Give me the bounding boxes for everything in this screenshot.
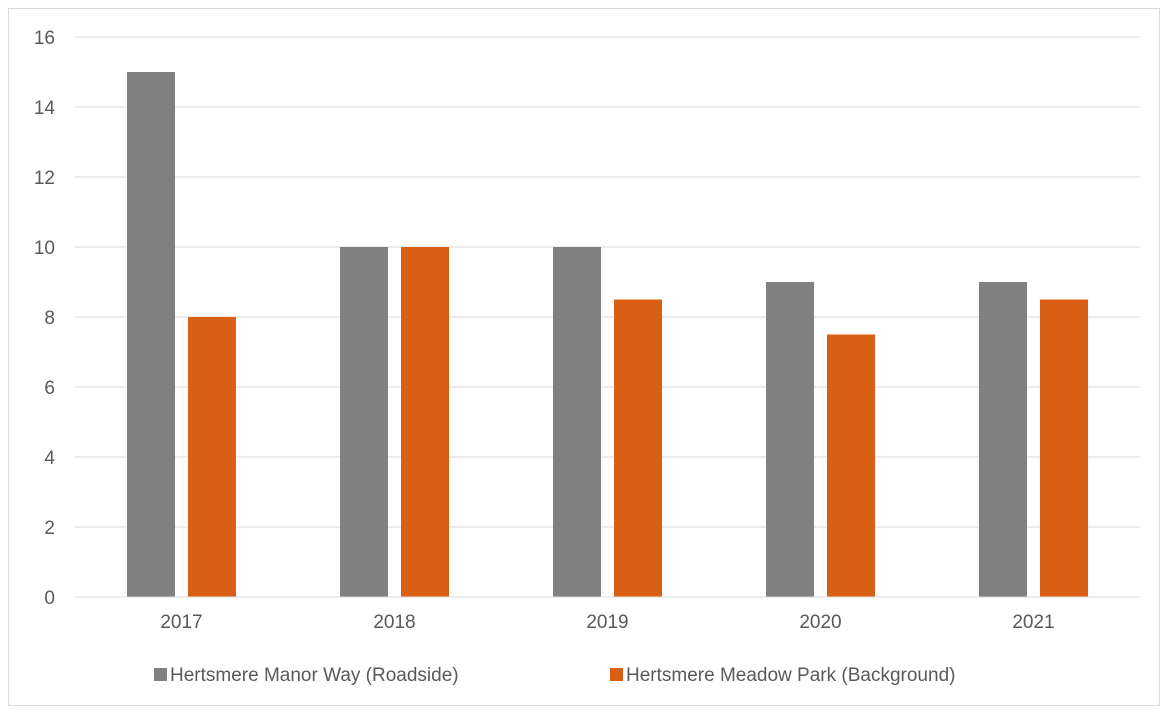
x-tick-label: 2019 — [586, 612, 628, 633]
bar — [340, 247, 388, 597]
y-tick-label: 2 — [44, 518, 55, 539]
bar — [979, 282, 1027, 597]
y-tick-label: 4 — [44, 448, 55, 469]
legend-label: Hertsmere Manor Way (Roadside) — [170, 665, 459, 686]
bar — [127, 72, 175, 597]
y-tick-label: 6 — [44, 378, 55, 399]
bar — [1040, 299, 1088, 597]
y-tick-label: 14 — [34, 98, 56, 119]
y-tick-label: 12 — [34, 168, 55, 189]
x-axis-tick-labels: 2017 2018 2019 2020 2021 — [160, 612, 1054, 633]
x-tick-label: 2017 — [160, 612, 202, 633]
legend-label: Hertsmere Meadow Park (Background) — [626, 665, 955, 686]
bar — [188, 317, 236, 597]
gridlines — [75, 36, 1140, 528]
bars — [127, 72, 1088, 597]
y-tick-label: 10 — [34, 238, 55, 259]
bar — [401, 247, 449, 597]
x-tick-label: 2018 — [373, 612, 415, 633]
legend-swatch — [610, 668, 623, 681]
bar — [766, 282, 814, 597]
y-axis-tick-labels: 0 2 4 6 8 10 12 14 16 — [34, 28, 56, 609]
x-tick-label: 2020 — [799, 612, 841, 633]
bar — [553, 247, 601, 597]
x-tick-label: 2021 — [1012, 612, 1054, 633]
y-tick-label: 16 — [34, 28, 55, 49]
legend: Hertsmere Manor Way (Roadside) Hertsmere … — [154, 665, 955, 686]
bar — [614, 299, 662, 597]
legend-swatch — [154, 668, 167, 681]
y-tick-label: 0 — [44, 588, 55, 609]
y-tick-label: 8 — [44, 308, 55, 329]
bar — [827, 334, 875, 597]
